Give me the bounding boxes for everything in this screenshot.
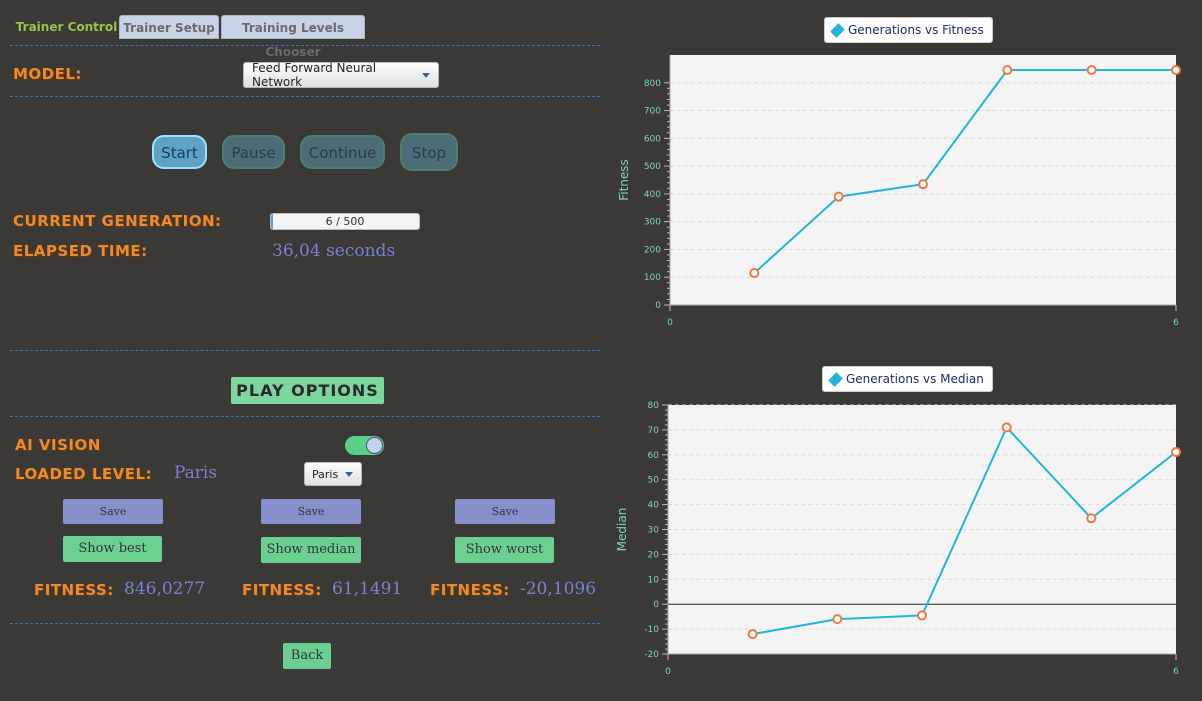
generation-progress-bar: 6 / 500 <box>270 213 420 230</box>
model-label: MODEL: <box>13 65 82 83</box>
y-tick-label: -20 <box>644 650 659 660</box>
chevron-down-icon <box>422 72 430 78</box>
fitness-median-label: FITNESS: <box>242 581 322 599</box>
series-marker-icon <box>830 22 845 38</box>
show-worst-button[interactable]: Show worst <box>455 537 554 563</box>
model-select-value: Feed Forward Neural Network <box>252 61 377 89</box>
fitness-worst-label: FITNESS: <box>430 581 510 599</box>
chart1-legend-label: Generations vs Fitness <box>848 23 984 37</box>
data-point <box>1086 65 1097 75</box>
y-tick-label: -10 <box>644 625 659 635</box>
y-tick-label: 40 <box>648 501 660 511</box>
fitness-worst-value: -20,1096 <box>520 579 597 599</box>
separator <box>10 416 600 417</box>
data-point <box>747 629 758 640</box>
generation-progress-fill <box>271 214 273 229</box>
data-point <box>918 179 928 190</box>
start-button[interactable]: Start <box>152 135 207 169</box>
loaded-level-value: Paris <box>174 463 218 483</box>
y-tick-label: 200 <box>644 245 661 255</box>
data-point <box>1002 65 1013 75</box>
x-tick-label: 0 <box>667 318 673 328</box>
stop-button[interactable]: Stop <box>400 133 458 171</box>
separator <box>10 623 600 624</box>
chevron-down-icon <box>345 471 353 477</box>
toggle-knob <box>366 437 383 454</box>
y-tick-label: 600 <box>644 134 661 144</box>
chart2-legend-label: Generations vs Median <box>846 372 984 386</box>
back-button[interactable]: Back <box>283 643 331 669</box>
y-tick-label: 20 <box>648 550 660 560</box>
elapsed-time-label: ELAPSED TIME: <box>13 242 148 260</box>
level-select[interactable]: Paris <box>304 462 362 486</box>
data-point <box>749 268 760 279</box>
chart1-legend: Generations vs Fitness <box>824 17 993 43</box>
y-tick-label: 300 <box>644 218 661 228</box>
separator <box>10 96 600 97</box>
model-select[interactable]: Feed Forward Neural Network <box>243 61 439 89</box>
y-tick-label: 50 <box>648 476 660 486</box>
y-axis-label: Fitness <box>617 159 631 201</box>
loaded-level-label: LOADED LEVEL: <box>15 465 153 483</box>
y-tick-label: 700 <box>644 107 661 117</box>
data-point <box>833 191 844 202</box>
generation-progress-text: 6 / 500 <box>325 215 365 228</box>
y-tick-label: 60 <box>648 451 660 461</box>
show-median-button[interactable]: Show median <box>261 537 361 563</box>
y-tick-label: 70 <box>648 426 660 436</box>
chart2-legend: Generations vs Median <box>822 366 993 392</box>
save-best-button[interactable]: Save <box>63 499 163 524</box>
series-line <box>753 69 1176 274</box>
save-median-button[interactable]: Save <box>261 499 361 524</box>
separator <box>10 350 600 351</box>
data-point <box>1001 422 1012 433</box>
tab-training-levels-chooser[interactable]: Training Levels Chooser <box>221 15 365 59</box>
separator <box>10 45 600 46</box>
y-tick-label: 0 <box>655 301 661 311</box>
elapsed-time-value: 36,04 seconds <box>272 241 396 261</box>
y-tick-label: 500 <box>644 162 661 172</box>
data-point <box>1171 65 1181 75</box>
y-tick-label: 100 <box>644 273 661 283</box>
current-generation-label: CURRENT GENERATION: <box>13 212 222 230</box>
ai-vision-toggle[interactable] <box>345 436 384 455</box>
play-options-title: PLAY OPTIONS <box>231 377 384 404</box>
series-line <box>752 425 1177 636</box>
x-tick-label: 6 <box>1173 318 1179 328</box>
y-tick-label: 30 <box>648 526 660 536</box>
tab-trainer-control[interactable]: Trainer Control <box>15 20 118 34</box>
ai-vision-label: AI VISION <box>15 436 101 454</box>
series-marker-icon <box>828 371 843 387</box>
fitness-median-value: 61,1491 <box>332 579 403 599</box>
continue-button[interactable]: Continue <box>300 135 385 169</box>
x-tick-label: 0 <box>665 667 671 677</box>
median-chart: -20 -10 0 10 20 30 40 50 60 70 80 0 6 Median <box>615 401 1181 677</box>
y-axis-label: Median <box>615 508 629 552</box>
tab-trainer-setup[interactable]: Trainer Setup <box>119 15 219 39</box>
fitness-best-value: 846,0277 <box>124 579 206 599</box>
y-tick-label: 80 <box>648 401 660 411</box>
y-tick-label: 0 <box>653 600 659 610</box>
data-point <box>1171 447 1181 458</box>
data-point <box>832 614 843 625</box>
fitness-chart: 0 100 200 300 400 500 600 700 800 0 6 Fitness <box>617 55 1181 328</box>
save-worst-button[interactable]: Save <box>455 499 555 524</box>
level-select-value: Paris <box>312 467 339 481</box>
pause-button[interactable]: Pause <box>222 135 285 169</box>
show-best-button[interactable]: Show best <box>63 536 162 562</box>
data-point <box>1086 513 1097 524</box>
fitness-best-label: FITNESS: <box>34 581 114 599</box>
y-tick-label: 800 <box>644 79 661 89</box>
y-tick-label: 10 <box>648 575 660 585</box>
data-point <box>917 610 927 621</box>
y-tick-label: 400 <box>644 190 661 200</box>
x-tick-label: 6 <box>1173 667 1179 677</box>
